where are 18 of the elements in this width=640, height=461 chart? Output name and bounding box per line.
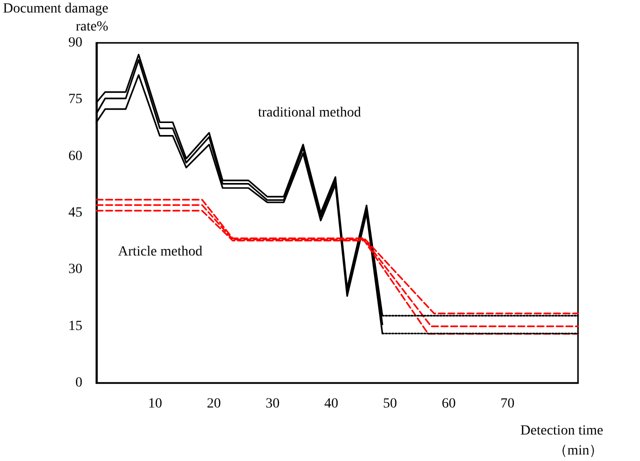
y-tick-label: 30: [68, 262, 82, 278]
y-tick-label: 75: [68, 92, 82, 108]
y-tick-label: 45: [68, 205, 82, 220]
y-tick-label: 0: [75, 376, 82, 390]
y-axis-title: Document damage rate%: [2, 2, 109, 34]
x-tick-label: 60: [442, 396, 456, 412]
y-tick-label: 15: [68, 318, 82, 334]
x-axis-title: Detection time （min）: [520, 424, 604, 458]
x-tick-label: 70: [500, 396, 515, 412]
x-tick-label: 30: [266, 396, 280, 412]
x-tick-label: 10: [148, 396, 162, 412]
x-tick-label: 40: [324, 396, 338, 412]
annotation: Article method: [118, 244, 202, 260]
x-tick-label: 50: [383, 396, 398, 412]
y-tick-label: 60: [68, 148, 82, 164]
x-tick-label: 20: [206, 396, 221, 412]
y-tick-label: 90: [68, 35, 82, 50]
annotation: traditional method: [258, 106, 362, 120]
